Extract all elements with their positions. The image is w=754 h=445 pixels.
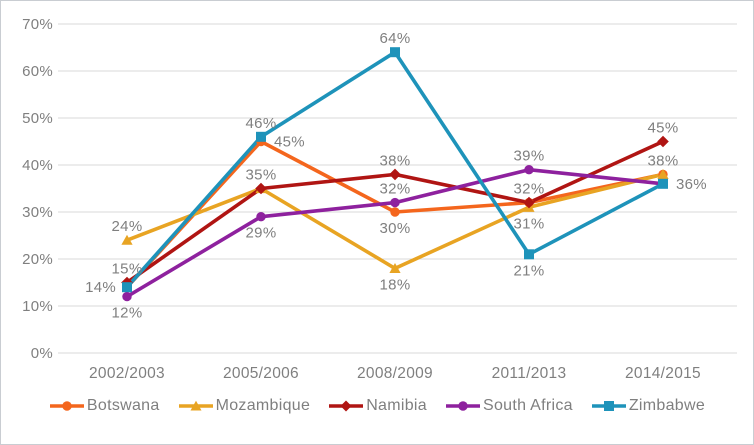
y-axis-tick-label: 50% bbox=[22, 110, 53, 127]
data-label-mozambique: 35% bbox=[246, 167, 277, 184]
x-axis-category-label: 2002/2003 bbox=[89, 365, 165, 382]
series-marker-namibia bbox=[657, 135, 669, 148]
chart-legend: Botswana Mozambique Namibia South Africa Zim… bbox=[1, 397, 753, 415]
legend-label: Mozambique bbox=[215, 397, 311, 414]
data-label-namibia: 38% bbox=[380, 152, 411, 169]
series-marker-mozambique bbox=[389, 263, 401, 273]
data-label-zimbabwe: 14% bbox=[85, 279, 116, 296]
legend-label: Namibia bbox=[366, 397, 427, 414]
y-axis-tick-label: 10% bbox=[22, 298, 53, 315]
y-axis-tick-label: 0% bbox=[31, 345, 53, 362]
series-marker-south-africa bbox=[524, 165, 534, 175]
data-label-mozambique: 24% bbox=[112, 218, 143, 235]
data-label-botswana: 45% bbox=[274, 134, 305, 151]
series-marker-zimbabwe bbox=[658, 178, 668, 189]
series-marker-south-africa bbox=[390, 197, 400, 208]
legend-label: Botswana bbox=[86, 397, 160, 414]
series-marker-zimbabwe bbox=[256, 131, 266, 142]
data-label-south-africa: 29% bbox=[246, 225, 277, 242]
series-marker-botswana bbox=[390, 207, 400, 217]
legend-label: Zimbabwe bbox=[628, 397, 706, 414]
legend-triangle-swatch-icon bbox=[178, 400, 213, 411]
y-axis-tick-label: 60% bbox=[22, 63, 53, 80]
legend-diamond-swatch-icon bbox=[329, 400, 364, 412]
data-label-botswana: 30% bbox=[380, 220, 411, 237]
series-marker-zimbabwe bbox=[524, 249, 534, 260]
data-label-namibia: 32% bbox=[514, 181, 545, 198]
data-label-south-africa: 32% bbox=[380, 181, 411, 198]
data-label-botswana: 38% bbox=[648, 152, 679, 169]
series-marker-namibia bbox=[255, 182, 267, 195]
series-marker-zimbabwe bbox=[122, 282, 132, 293]
series-marker-south-africa bbox=[122, 291, 132, 302]
data-label-namibia: 45% bbox=[648, 120, 679, 137]
legend-item-botswana: Botswana bbox=[49, 397, 160, 415]
legend-label: South Africa bbox=[482, 397, 573, 414]
series-marker-mozambique bbox=[121, 234, 133, 245]
series-marker-south-africa bbox=[256, 212, 266, 222]
y-axis-tick-label: 20% bbox=[22, 251, 53, 268]
legend-item-south-africa: South Africa bbox=[445, 397, 573, 415]
data-label-zimbabwe: 36% bbox=[676, 176, 707, 193]
data-label-namibia: 15% bbox=[112, 261, 143, 278]
data-label-zimbabwe: 21% bbox=[514, 262, 545, 279]
data-label-zimbabwe: 64% bbox=[380, 30, 411, 47]
line-chart: 0% 10% 20% 30% 40% 50% 60% 70% 2002/2003 2005/200… bbox=[22, 16, 737, 382]
x-axis-category-label: 2014/2015 bbox=[625, 365, 701, 382]
legend-square-swatch-icon bbox=[591, 401, 626, 411]
legend-circle-swatch-icon bbox=[445, 401, 480, 411]
series-marker-zimbabwe bbox=[390, 47, 400, 58]
legend-item-zimbabwe: Zimbabwe bbox=[591, 397, 705, 415]
data-label-mozambique: 31% bbox=[514, 215, 545, 232]
y-axis-tick-label: 70% bbox=[22, 16, 53, 33]
x-axis-category-label: 2005/2006 bbox=[223, 365, 299, 382]
legend-item-mozambique: Mozambique bbox=[178, 397, 311, 415]
legend-item-namibia: Namibia bbox=[328, 397, 427, 415]
y-axis-tick-label: 30% bbox=[22, 204, 53, 221]
legend-circle-swatch-icon bbox=[49, 401, 84, 411]
data-label-south-africa: 39% bbox=[514, 148, 545, 165]
series-marker-namibia bbox=[523, 196, 535, 209]
x-axis-category-label: 2011/2013 bbox=[492, 365, 567, 382]
series-marker-namibia bbox=[389, 168, 401, 181]
data-label-south-africa: 12% bbox=[112, 305, 143, 322]
data-label-zimbabwe: 46% bbox=[246, 115, 277, 132]
data-label-mozambique: 18% bbox=[380, 276, 411, 293]
y-axis-tick-label: 40% bbox=[22, 157, 53, 174]
x-axis-category-label: 2008/2009 bbox=[357, 365, 433, 382]
series-marker-mozambique bbox=[657, 169, 669, 179]
